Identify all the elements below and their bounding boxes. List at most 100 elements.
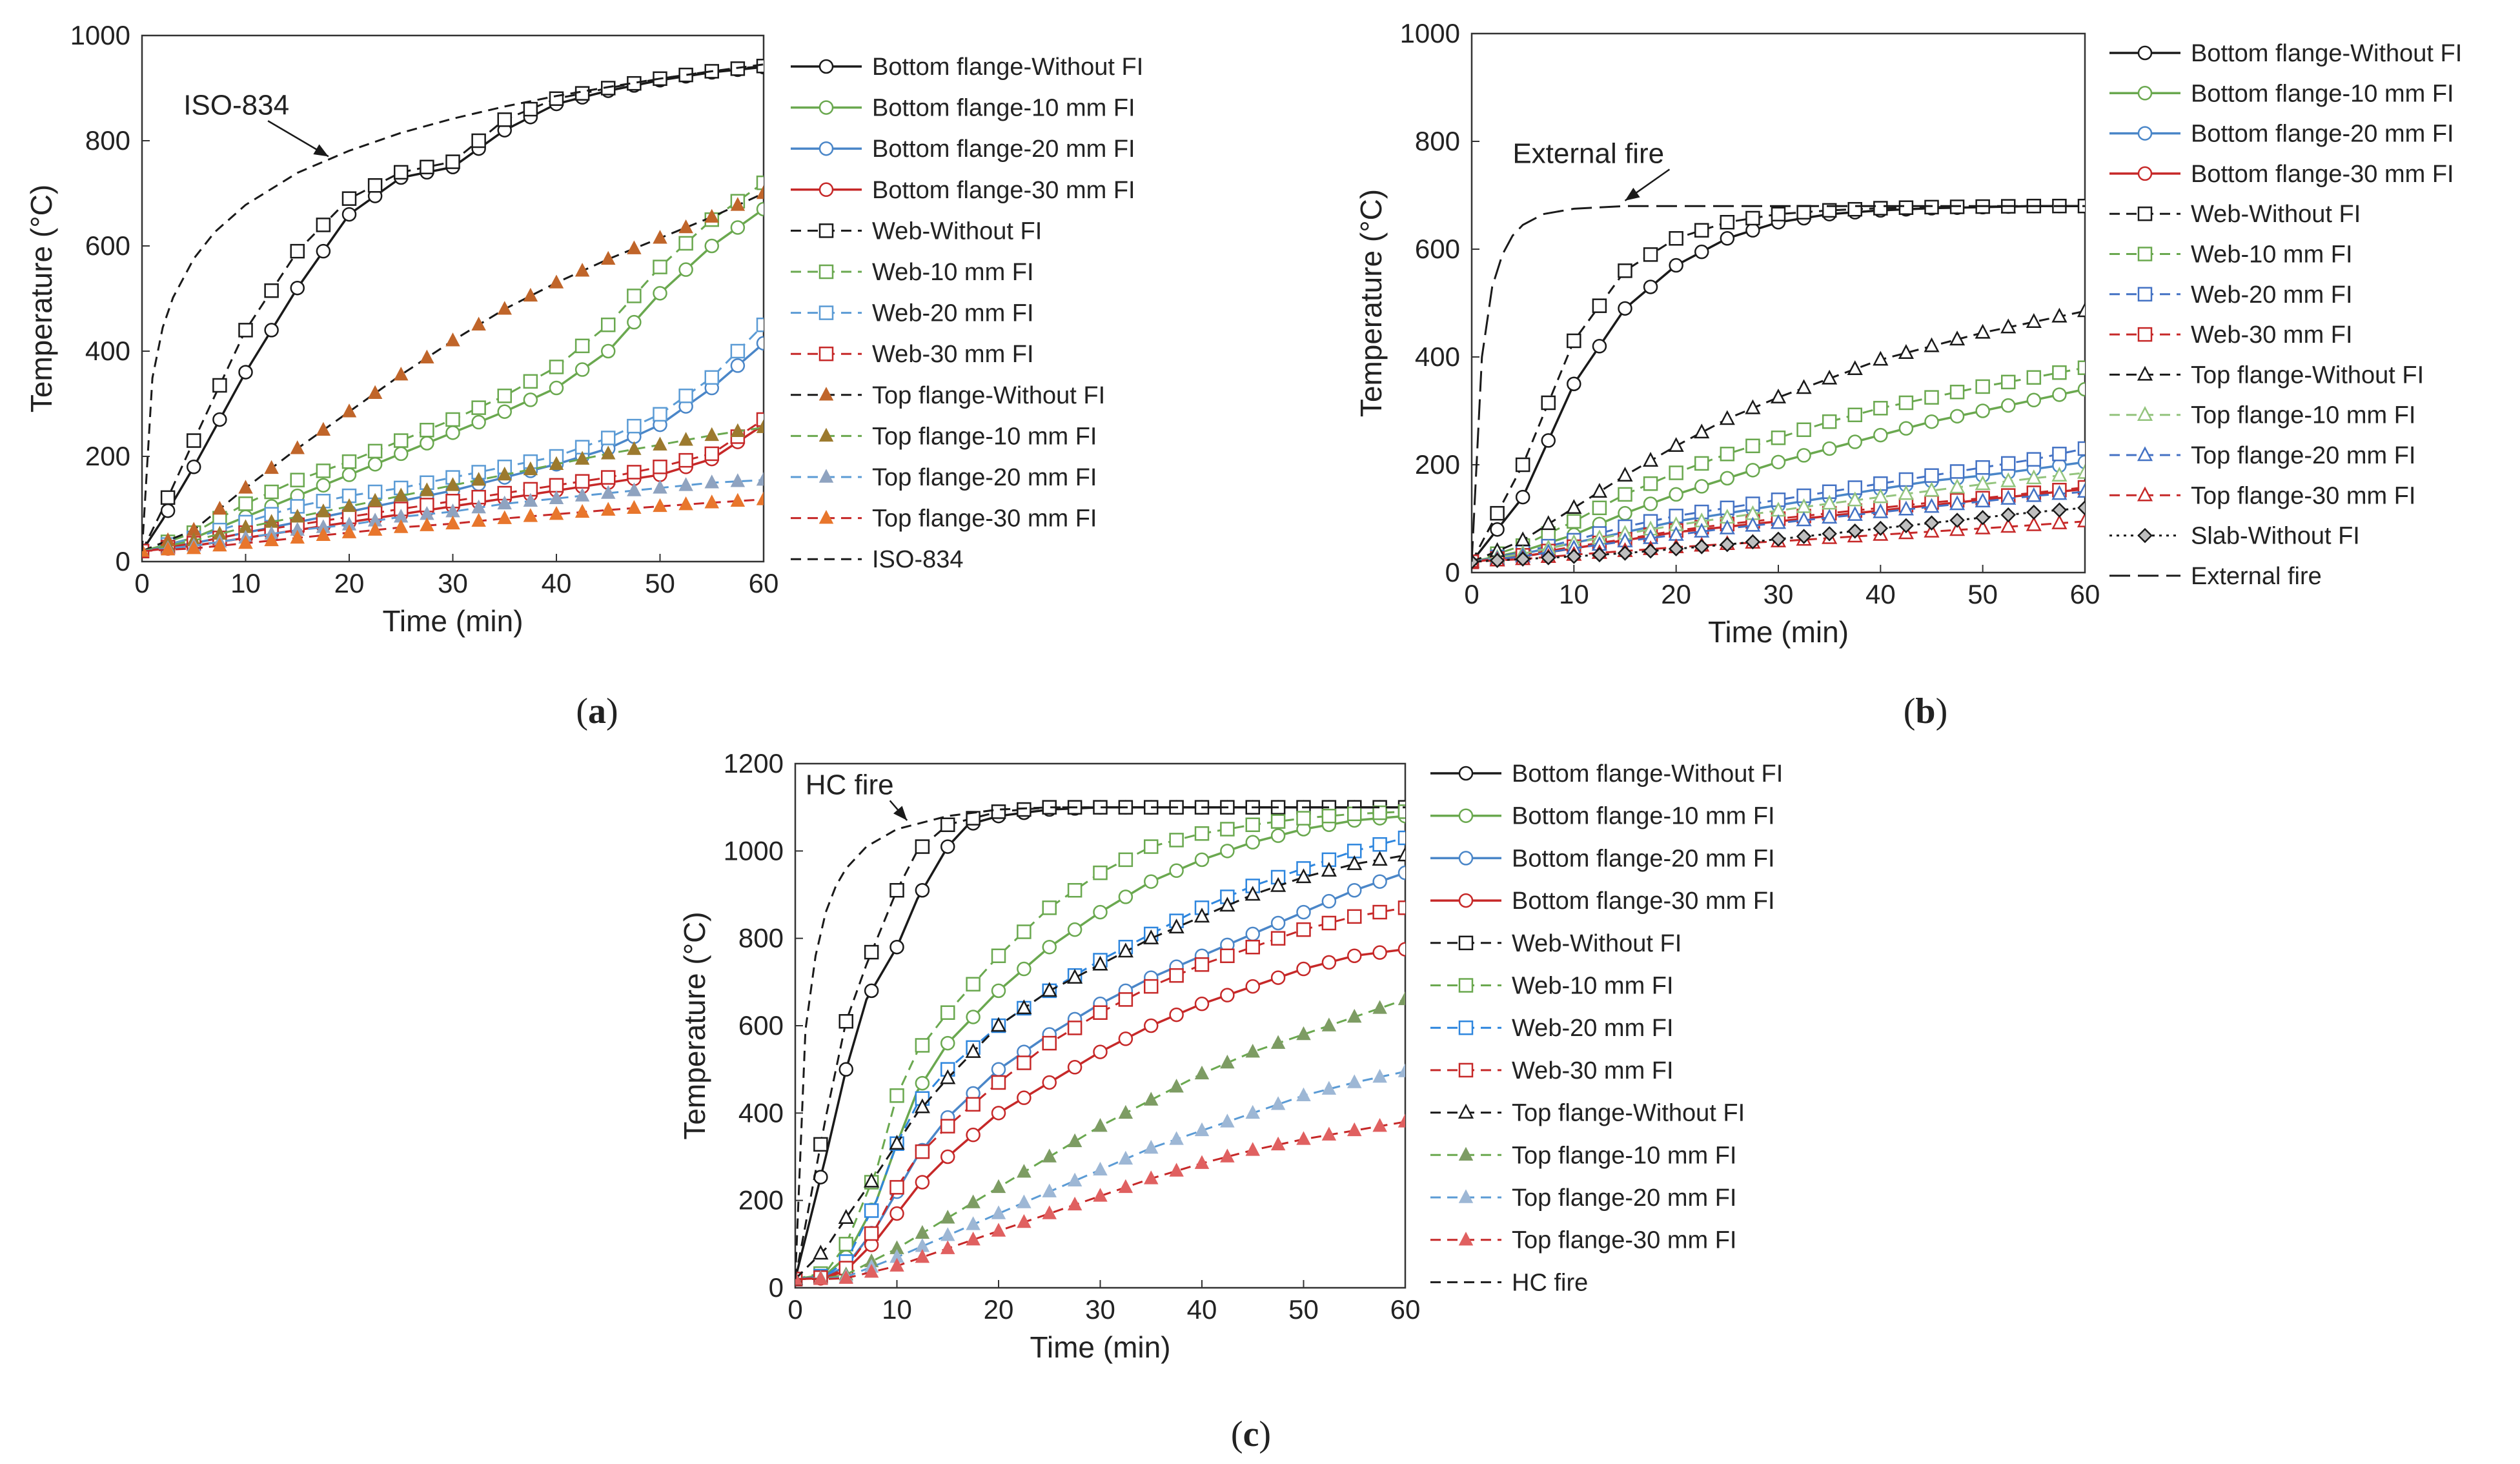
data-point (1924, 414, 1939, 429)
data-point (1042, 1205, 1057, 1219)
data-point (471, 513, 486, 527)
legend-entry: Web-10 mm FI (2109, 241, 2353, 269)
data-point (678, 389, 693, 403)
data-point (756, 185, 764, 199)
data-point (991, 948, 1006, 963)
data-point (1017, 1214, 1031, 1228)
data-point (1067, 882, 1082, 898)
data-point (1169, 833, 1184, 848)
data-point (1347, 1074, 1362, 1088)
data-point (730, 343, 746, 359)
data-point (653, 286, 667, 301)
data-point (704, 494, 719, 509)
data-point (1093, 1161, 1108, 1176)
data-point (1669, 487, 1683, 502)
data-point (290, 280, 305, 296)
data-point (601, 485, 616, 499)
data-point (238, 534, 253, 549)
data-point (1592, 500, 1607, 516)
legend-marker-sample (818, 469, 834, 483)
data-point (2026, 370, 2042, 385)
data-point (2077, 463, 2085, 479)
data-point (1898, 395, 1914, 411)
data-point (1169, 1163, 1184, 1177)
data-point (1270, 970, 1286, 985)
data-point (1016, 999, 1032, 1015)
data-point (1017, 1164, 1031, 1178)
data-point (420, 349, 434, 363)
data-point (991, 804, 1006, 819)
legend-label: Web-30 mm FI (2191, 321, 2353, 349)
legend-marker-sample (818, 264, 834, 280)
data-point (1796, 511, 1812, 527)
data-point (813, 1270, 828, 1285)
data-point (965, 1042, 981, 1058)
data-point (1092, 955, 1108, 971)
legend-label: HC fire (1512, 1269, 1588, 1296)
data-point (316, 422, 331, 436)
legend-marker-sample (2137, 247, 2153, 261)
data-point (1720, 447, 1735, 462)
data-point (1975, 493, 1991, 508)
legend-label: Top flange-20 mm FI (872, 464, 1097, 491)
data-point (1144, 1139, 1159, 1154)
legend-entry: Top flange-Without FI (791, 382, 1105, 409)
data-point (813, 1137, 828, 1152)
data-point (704, 370, 719, 385)
data-point (2000, 472, 2017, 487)
data-point (471, 133, 486, 148)
data-point (290, 473, 305, 487)
data-point (704, 474, 719, 489)
legend-marker-sample (1458, 1020, 1474, 1035)
y-axis-title: Temperature (°C) (678, 911, 711, 1139)
data-point (1017, 1055, 1031, 1070)
data-point (1694, 539, 1710, 554)
data-point (1194, 908, 1210, 923)
legend-label: Bottom flange-30 mm FI (1512, 888, 1775, 915)
data-point (1618, 263, 1632, 278)
data-point (445, 332, 460, 347)
data-point (1873, 201, 1888, 216)
legend-label: Bottom flange-10 mm FI (1512, 803, 1775, 830)
legend-label: Top flange-10 mm FI (872, 423, 1097, 450)
legend-entry: Web-10 mm FI (1430, 973, 1674, 1000)
data-point (574, 474, 590, 489)
legend-marker-sample (2137, 126, 2153, 141)
data-point (1321, 808, 1337, 824)
data-point (1372, 874, 1387, 889)
data-point (1347, 1008, 1362, 1023)
data-point (678, 219, 693, 234)
data-point (1771, 431, 1786, 445)
data-point (1042, 1148, 1057, 1163)
data-point (601, 318, 616, 332)
data-point (1822, 441, 1837, 456)
data-point (316, 478, 331, 493)
data-point (678, 452, 693, 468)
data-point (730, 358, 746, 373)
data-point (1924, 482, 1940, 497)
data-point (1093, 1118, 1108, 1132)
data-point (756, 59, 764, 74)
data-point (1617, 467, 1633, 482)
series-web-30-mm-fi (795, 900, 1405, 1286)
legend-label: Bottom flange-30 mm FI (872, 177, 1135, 204)
data-point (1118, 1150, 1133, 1165)
legend-label: Bottom flange-10 mm FI (2191, 80, 2454, 107)
data-point (1745, 399, 1761, 414)
legend-entry: Top flange-20 mm FI (791, 464, 1097, 491)
legend-label: Web-10 mm FI (2191, 241, 2353, 269)
data-point (574, 362, 590, 377)
data-point (1949, 385, 1965, 400)
data-point (756, 336, 764, 351)
y-tick-label: 1000 (1400, 18, 1460, 48)
data-point (394, 519, 409, 533)
legend-label: Top flange-Without FI (1512, 1100, 1745, 1127)
data-point (601, 431, 616, 445)
data-point (367, 178, 383, 193)
data-point (420, 517, 434, 531)
y-tick-label: 200 (1415, 449, 1460, 480)
data-point (1668, 437, 1684, 452)
data-point (1270, 877, 1286, 892)
legend-marker-sample (1458, 935, 1474, 951)
